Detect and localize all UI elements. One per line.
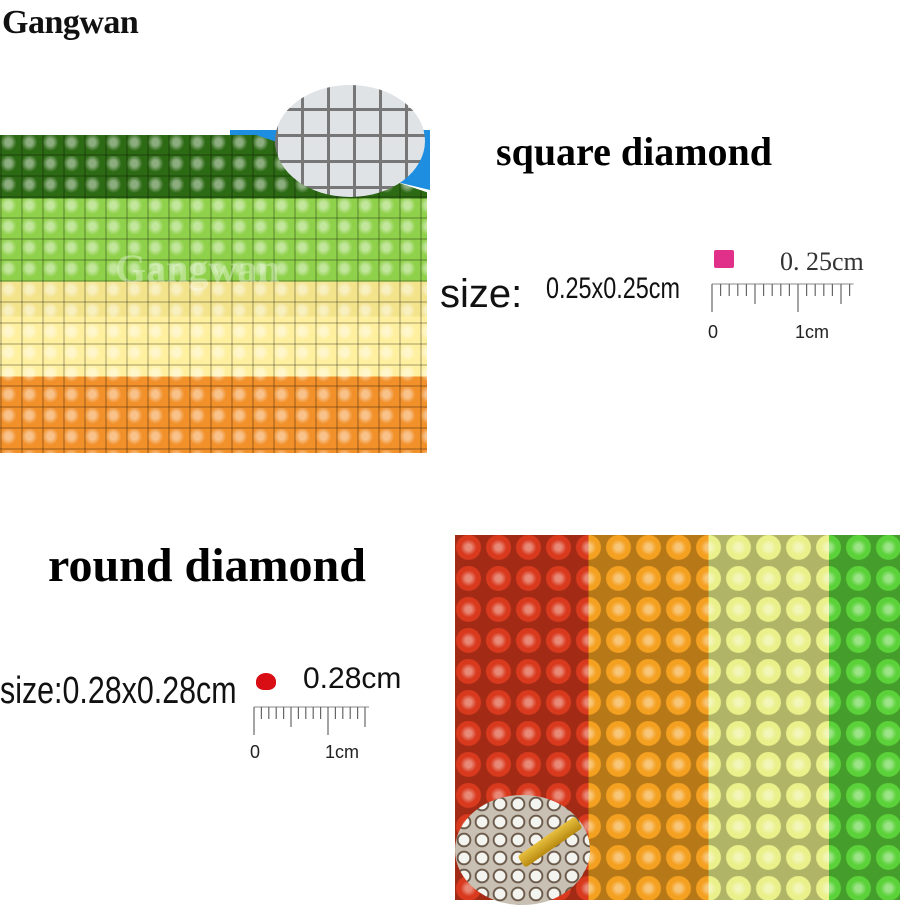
round-gem-icon: [256, 673, 276, 690]
square-ruler: [711, 283, 854, 312]
round-gem-size: 0.28cm: [303, 662, 402, 695]
square-diamond-inset-photo: [275, 85, 425, 197]
round-ruler: [253, 706, 369, 735]
square-gem-size: 0. 25cm: [780, 247, 864, 276]
square-diamond-title: square diamond: [496, 129, 773, 174]
round-size-text: size:0.28x0.28cm: [0, 670, 237, 712]
square-ruler-zero: 0: [708, 322, 719, 342]
watermark: Gangwan: [115, 246, 280, 291]
round-diamond-title: round diamond: [48, 539, 366, 592]
round-ruler-1cm: 1cm: [325, 742, 360, 762]
square-size-label: size:: [440, 272, 523, 316]
round-ruler-zero: 0: [250, 742, 261, 762]
square-gem-icon: [714, 250, 734, 268]
square-ruler-1cm: 1cm: [795, 322, 830, 342]
square-size-value: 0.25x0.25cm: [546, 272, 680, 305]
round-diamond-inset-photo: [455, 795, 590, 905]
brand-logo: Gangwan: [2, 4, 139, 41]
